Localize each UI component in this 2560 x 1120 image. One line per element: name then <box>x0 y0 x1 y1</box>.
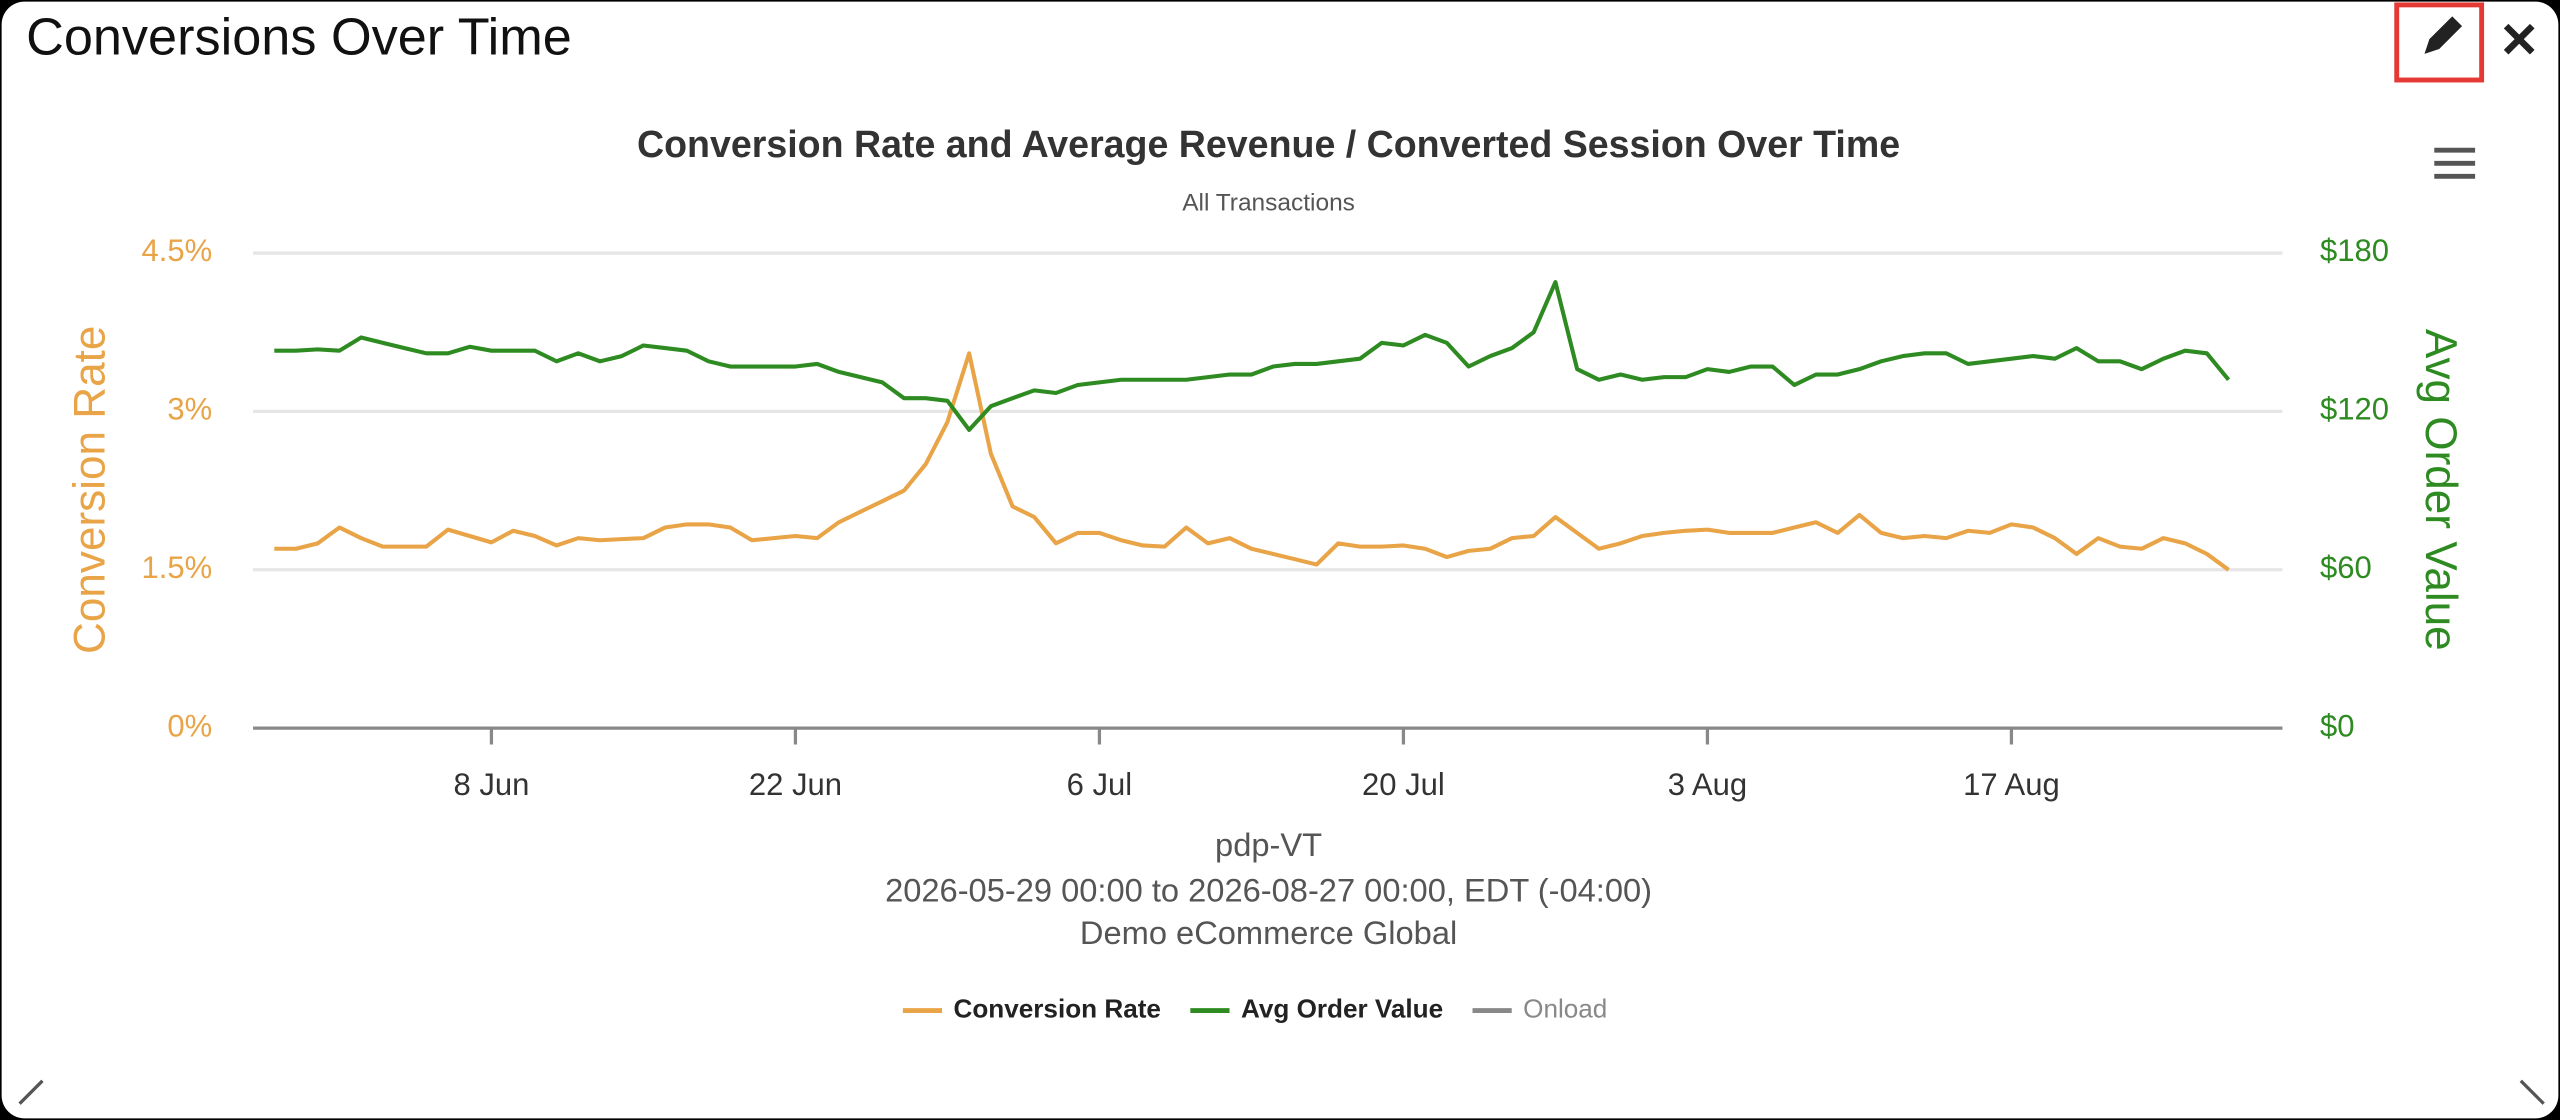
y-tick-label: 1.5% <box>142 550 213 585</box>
legend-label[interactable]: Onload <box>1523 994 1607 1024</box>
legend-label[interactable]: Avg Order Value <box>1241 994 1443 1024</box>
series-line <box>274 351 2230 572</box>
edit-button[interactable] <box>2394 2 2485 83</box>
resize-handle[interactable] <box>18 1079 2545 1105</box>
y-tick-label: 0% <box>167 708 212 743</box>
x-tick-label: 8 Jun <box>453 767 529 802</box>
x-axis-title: pdp-VT <box>1215 826 1322 863</box>
x-tick-label: 3 Aug <box>1668 767 1747 802</box>
widget-title: Conversions Over Time <box>26 9 572 67</box>
chart-subtitle: All Transactions <box>1182 190 1355 217</box>
y-tick-label: 4.5% <box>142 233 213 268</box>
chart-title: Conversion Rate and Average Revenue / Co… <box>637 123 1900 165</box>
y2-tick-label: $120 <box>2320 392 2389 427</box>
y2-axis-title: Avg Order Value <box>2416 329 2465 651</box>
y2-tick-label: $180 <box>2320 233 2389 268</box>
caption: Demo eCommerce Global <box>1080 914 1457 951</box>
x-tick-label: 17 Aug <box>1963 767 2060 802</box>
x-tick-label: 6 Jul <box>1067 767 1133 802</box>
close-button[interactable] <box>2503 23 2535 55</box>
x-tick-label: 20 Jul <box>1362 767 1445 802</box>
y-axis-title: Conversion Rate <box>66 326 115 654</box>
legend-label[interactable]: Conversion Rate <box>953 994 1160 1024</box>
y2-tick-label: $60 <box>2320 550 2372 585</box>
y2-tick-label: $0 <box>2320 708 2355 743</box>
chart-menu[interactable] <box>2434 147 2476 179</box>
y-tick-label: 3% <box>167 392 212 427</box>
caption: 2026-05-29 00:00 to 2026-08-27 00:00, ED… <box>885 872 1652 909</box>
series-line <box>274 280 2231 432</box>
x-tick-label: 22 Jun <box>749 767 842 802</box>
